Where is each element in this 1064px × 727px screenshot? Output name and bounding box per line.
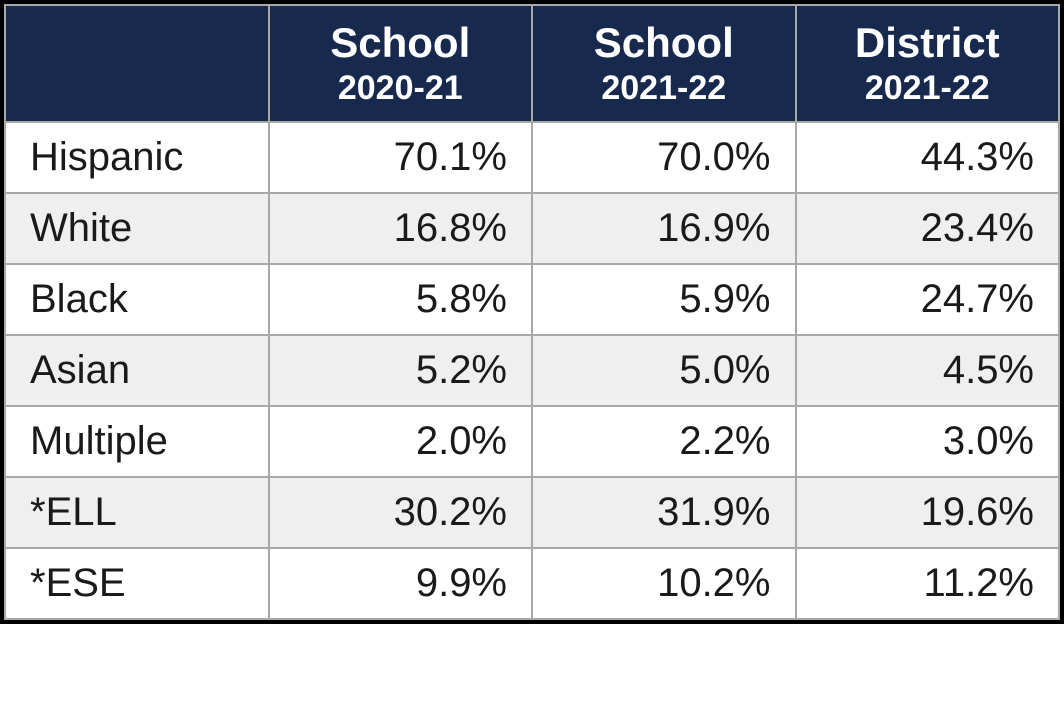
header-empty xyxy=(5,5,269,122)
table-row: *ESE 9.9% 10.2% 11.2% xyxy=(5,548,1059,619)
data-cell: 2.2% xyxy=(532,406,796,477)
data-cell: 5.0% xyxy=(532,335,796,406)
header-top-label: School xyxy=(294,18,508,68)
row-label-multiple: Multiple xyxy=(5,406,269,477)
row-label-ese: *ESE xyxy=(5,548,269,619)
table-row: Hispanic 70.1% 70.0% 44.3% xyxy=(5,122,1059,193)
table-row: Black 5.8% 5.9% 24.7% xyxy=(5,264,1059,335)
demographics-table: School 2020-21 School 2021-22 District 2… xyxy=(4,4,1060,620)
table-row: Asian 5.2% 5.0% 4.5% xyxy=(5,335,1059,406)
data-cell: 19.6% xyxy=(796,477,1060,548)
data-cell: 44.3% xyxy=(796,122,1060,193)
data-cell: 5.9% xyxy=(532,264,796,335)
data-cell: 31.9% xyxy=(532,477,796,548)
row-label-black: Black xyxy=(5,264,269,335)
table-row: White 16.8% 16.9% 23.4% xyxy=(5,193,1059,264)
header-school-2021-22: School 2021-22 xyxy=(532,5,796,122)
data-cell: 30.2% xyxy=(269,477,533,548)
row-label-ell: *ELL xyxy=(5,477,269,548)
row-label-hispanic: Hispanic xyxy=(5,122,269,193)
data-cell: 9.9% xyxy=(269,548,533,619)
header-bottom-label: 2020-21 xyxy=(294,68,508,109)
data-cell: 16.9% xyxy=(532,193,796,264)
header-bottom-label: 2021-22 xyxy=(557,68,771,109)
data-cell: 70.1% xyxy=(269,122,533,193)
data-cell: 5.2% xyxy=(269,335,533,406)
header-district-2021-22: District 2021-22 xyxy=(796,5,1060,122)
header-bottom-label: 2021-22 xyxy=(821,68,1035,109)
demographics-table-container: School 2020-21 School 2021-22 District 2… xyxy=(0,0,1064,624)
table-row: Multiple 2.0% 2.2% 3.0% xyxy=(5,406,1059,477)
header-school-2020-21: School 2020-21 xyxy=(269,5,533,122)
data-cell: 16.8% xyxy=(269,193,533,264)
data-cell: 4.5% xyxy=(796,335,1060,406)
data-cell: 24.7% xyxy=(796,264,1060,335)
data-cell: 70.0% xyxy=(532,122,796,193)
data-cell: 3.0% xyxy=(796,406,1060,477)
header-top-label: District xyxy=(821,18,1035,68)
data-cell: 2.0% xyxy=(269,406,533,477)
data-cell: 11.2% xyxy=(796,548,1060,619)
row-label-white: White xyxy=(5,193,269,264)
data-cell: 23.4% xyxy=(796,193,1060,264)
data-cell: 10.2% xyxy=(532,548,796,619)
table-header-row: School 2020-21 School 2021-22 District 2… xyxy=(5,5,1059,122)
header-top-label: School xyxy=(557,18,771,68)
table-row: *ELL 30.2% 31.9% 19.6% xyxy=(5,477,1059,548)
data-cell: 5.8% xyxy=(269,264,533,335)
row-label-asian: Asian xyxy=(5,335,269,406)
